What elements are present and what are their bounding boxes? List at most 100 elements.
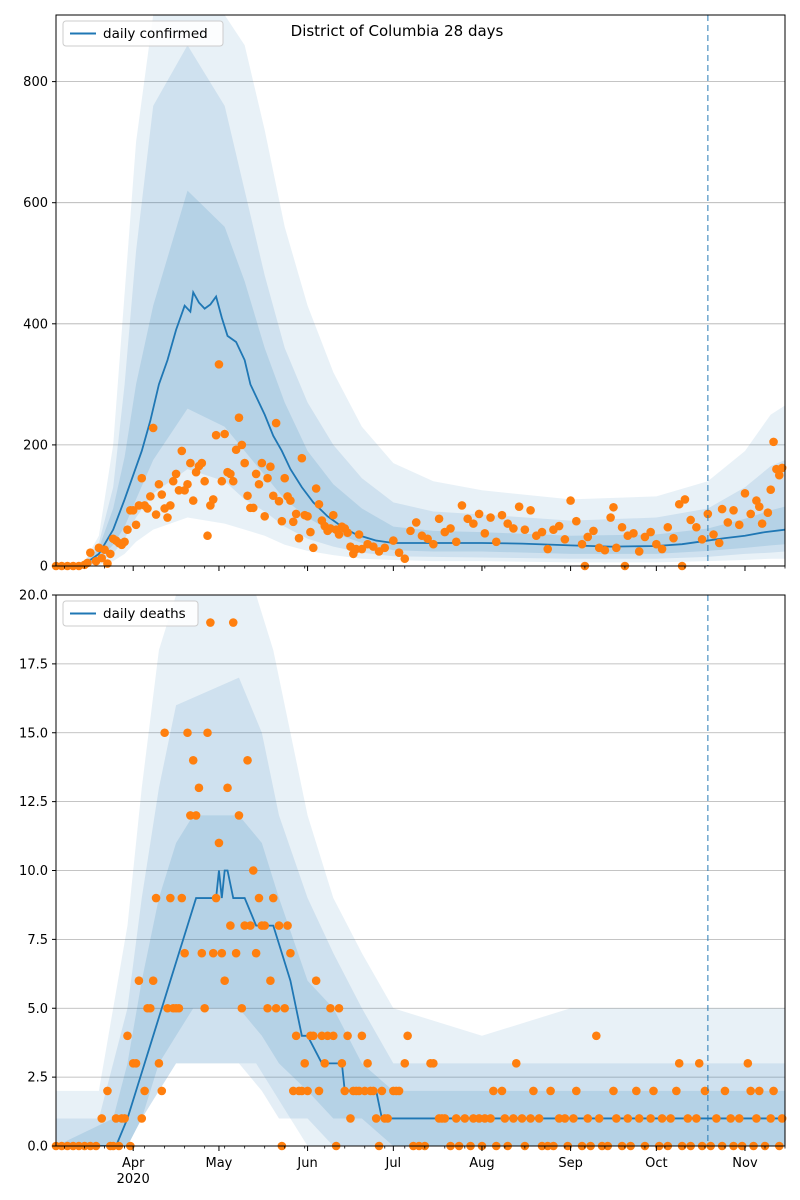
deaths-panel: 0.0 2.5 5.0 7.5 10.0 12.5 15.0 17.5 20.0 Apr2020… (19, 589, 787, 1187)
x-tick-label: Aug (469, 1156, 494, 1171)
deaths-y-ticks: 0.0 2.5 5.0 7.5 10.0 12.5 15.0 17.5 20.0 (19, 589, 56, 1155)
observed-point (609, 1086, 618, 1096)
observed-point (274, 921, 284, 930)
x-tick-year-label: 2020 (117, 1172, 150, 1187)
x-tick-label: Apr (122, 1156, 145, 1171)
observed-point (177, 893, 187, 903)
observed-point (300, 1059, 310, 1068)
observed-point (497, 1086, 507, 1096)
observed-point (486, 513, 495, 522)
observed-point (480, 529, 490, 538)
observed-point (260, 512, 269, 521)
observed-point (692, 522, 701, 532)
observed-point (491, 537, 501, 547)
observed-point (303, 1086, 312, 1096)
y-tick-label: 0.0 (27, 1140, 48, 1155)
observed-point (254, 479, 264, 489)
observed-point (740, 489, 750, 498)
observed-point (589, 526, 598, 536)
observed-point (500, 1114, 510, 1123)
observed-point (154, 479, 164, 489)
y-tick-label: 10.0 (19, 864, 48, 879)
y-tick-label: 2.5 (27, 1071, 48, 1086)
observed-point (288, 517, 298, 527)
observed-point (217, 948, 227, 958)
observed-point (226, 469, 235, 479)
confirmed-legend: daily confirmed (62, 20, 224, 47)
observed-point (363, 1059, 372, 1068)
observed-point (223, 783, 232, 793)
observed-point (148, 423, 158, 433)
observed-point (148, 976, 158, 985)
observed-point (174, 1003, 184, 1013)
observed-point (271, 418, 281, 428)
observed-point (394, 548, 404, 557)
observed-point (266, 462, 275, 472)
observed-point (277, 516, 287, 526)
observed-point (369, 1086, 378, 1096)
observed-point (743, 1059, 753, 1068)
observed-point (777, 1114, 787, 1123)
observed-point (446, 524, 455, 533)
observed-point (200, 1003, 209, 1013)
observed-point (157, 490, 167, 499)
observed-point (243, 756, 252, 765)
observed-point (554, 521, 564, 531)
observed-point (260, 921, 269, 930)
observed-point (280, 473, 290, 483)
observed-point (657, 544, 667, 554)
observed-point (197, 948, 207, 958)
confirmed-x-ticks (64, 566, 786, 571)
observed-point (463, 514, 472, 524)
observed-point (220, 976, 229, 985)
observed-point (566, 496, 575, 505)
y-tick-label: 12.5 (19, 795, 48, 810)
observed-point (629, 529, 638, 538)
observed-point (380, 543, 390, 553)
observed-point (268, 491, 278, 501)
observed-point (406, 526, 415, 536)
observed-point (609, 502, 618, 512)
y-tick-label: 17.5 (19, 657, 48, 672)
observed-point (572, 1086, 581, 1096)
observed-point (683, 1114, 693, 1123)
observed-point (489, 1086, 498, 1096)
observed-point (486, 1114, 495, 1123)
observed-point (723, 518, 733, 527)
observed-point (434, 514, 444, 524)
deaths-legend: daily deaths (62, 600, 199, 627)
observed-point (343, 528, 352, 537)
observed-point (657, 1114, 667, 1123)
confirmed-axes-frame (55, 14, 786, 567)
observed-point (151, 893, 161, 903)
observed-point (180, 948, 189, 958)
observed-point (248, 866, 258, 875)
observed-point (334, 530, 344, 539)
observed-point (134, 976, 144, 985)
observed-point (569, 1114, 578, 1123)
observed-point (231, 445, 241, 455)
observed-point (692, 1114, 701, 1123)
observed-point (160, 728, 169, 738)
observed-point (717, 504, 727, 514)
axes-frame (55, 14, 786, 567)
observed-point (617, 522, 627, 532)
observed-point (357, 544, 367, 554)
observed-point (766, 1114, 776, 1123)
observed-point (86, 548, 95, 557)
observed-point (389, 536, 398, 545)
y-tick-label: 200 (23, 438, 48, 453)
observed-point (400, 1059, 410, 1068)
observed-point (286, 496, 295, 505)
observed-point (394, 1086, 404, 1096)
observed-point (754, 1086, 764, 1096)
observed-point (143, 504, 152, 513)
observed-point (746, 509, 755, 519)
observed-point (777, 463, 787, 473)
observed-point (511, 1059, 521, 1068)
observed-point (131, 520, 141, 530)
observed-point (694, 1059, 704, 1068)
observed-point (754, 502, 764, 511)
observed-point (228, 618, 238, 627)
